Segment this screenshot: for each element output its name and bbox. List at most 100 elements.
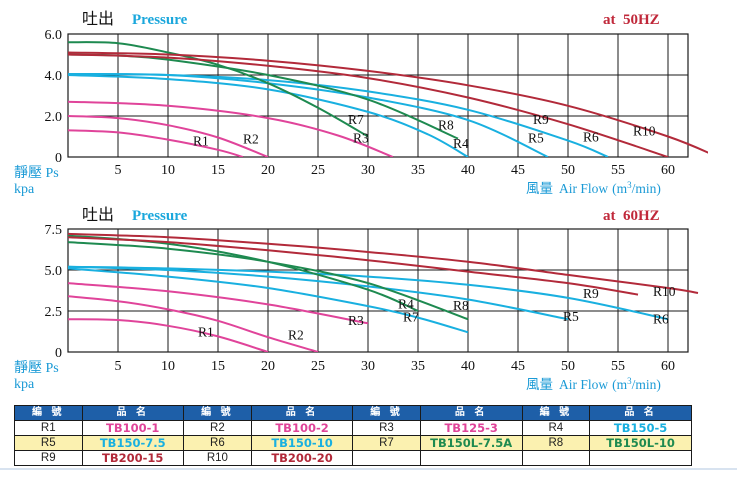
model-name (589, 450, 692, 466)
series-line-r6 (68, 265, 669, 321)
header-cell: 品 名 (419, 405, 523, 421)
chart-title-en: Pressure (132, 208, 188, 224)
bottom-divider (0, 468, 737, 470)
header-cell: 編 號 (14, 405, 83, 421)
model-code (352, 450, 421, 466)
series-line-r10 (68, 51, 708, 154)
chart-curves (68, 41, 708, 157)
series-line-r7 (68, 41, 369, 138)
series-line-r4 (68, 267, 469, 334)
curve-label-r5: R5 (528, 131, 544, 146)
series-line-r1 (68, 318, 269, 352)
x-tick-label: 15 (211, 359, 225, 374)
x-tick-label: 50 (561, 163, 575, 178)
model-name: TB125-3 (419, 420, 523, 436)
model-name: TB150-7.5 (81, 435, 184, 451)
curve-label-r9: R9 (583, 286, 599, 301)
y-axis-label-cn: 靜壓 Ps (14, 360, 59, 376)
x-tick-label: 30 (361, 359, 375, 374)
curve-labels: R1 R2 R3 R4 R5 R6 R7 R8 R9 R10 (198, 284, 676, 342)
chart-title-cn: 吐出 (82, 10, 114, 28)
y-axis-label-cn: 靜壓 Ps (14, 165, 59, 181)
chart-freq-label: at 60HZ (603, 208, 660, 224)
table-header-row: 編 號 品 名 編 號 品 名 編 號 品 名 編 號 品 名 (14, 405, 692, 421)
x-tick-label: 35 (411, 359, 425, 374)
model-code: R1 (14, 420, 83, 436)
table-row: R5 TB150-7.5 R6 TB150-10 R7 TB150L-7.5A … (14, 435, 692, 451)
model-name: TB100-2 (250, 420, 354, 436)
axis-ticks: 5 10 15 20 25 30 35 40 45 50 55 60 7.5 5.0 2.5 0 (45, 223, 676, 374)
y-axis-unit: kpa (14, 377, 35, 392)
charts-canvas: 吐出 Pressure at 50HZ 5 10 15 20 25 30 35 40 45 50 5… (14, 10, 708, 392)
curve-label-r2: R2 (288, 328, 304, 343)
series-line-r3 (68, 100, 394, 157)
model-code: R10 (182, 450, 252, 466)
series-line-r4 (68, 74, 469, 157)
series-line-r2 (68, 295, 319, 352)
header-cell: 編 號 (352, 405, 421, 421)
chart-50hz: 吐出 Pressure at 50HZ 5 10 15 20 25 30 35 40 45 50 5… (14, 10, 708, 197)
series-line-r10 (68, 232, 699, 294)
x-tick-label: 40 (461, 163, 475, 178)
curve-label-r8: R8 (453, 298, 469, 313)
x-tick-label: 5 (115, 163, 122, 178)
model-name: TB100-1 (81, 420, 184, 436)
series-line-r9 (68, 236, 639, 296)
y-tick-label: 0 (55, 151, 62, 166)
x-tick-label: 60 (661, 163, 675, 178)
model-name: TB150L-10 (589, 435, 692, 451)
curve-label-r9: R9 (533, 112, 549, 127)
x-tick-label: 50 (561, 359, 575, 374)
curve-label-r5: R5 (563, 309, 579, 324)
y-tick-label: 7.5 (45, 223, 63, 238)
header-cell: 品 名 (589, 405, 692, 421)
header-cell: 編 號 (182, 405, 252, 421)
y-tick-label: 0 (55, 346, 62, 361)
curve-label-r3: R3 (348, 313, 364, 328)
x-tick-label: 25 (311, 163, 325, 178)
curve-label-r4: R4 (398, 297, 414, 312)
x-tick-label: 55 (611, 359, 625, 374)
x-tick-label: 10 (161, 359, 175, 374)
series-line-r8 (68, 241, 469, 321)
x-tick-label: 20 (261, 163, 275, 178)
model-code: R5 (14, 435, 83, 451)
series-line-r1 (68, 129, 244, 157)
y-axis-unit: kpa (14, 182, 35, 197)
series-line-r3 (68, 282, 369, 325)
model-name: TB150-5 (589, 420, 692, 436)
model-code: R8 (521, 435, 591, 451)
x-tick-label: 45 (511, 163, 525, 178)
x-tick-label: 5 (115, 359, 122, 374)
chart-curves (68, 232, 699, 352)
x-tick-label: 45 (511, 359, 525, 374)
model-name (419, 450, 523, 466)
y-tick-label: 6.0 (45, 28, 63, 43)
curve-label-r2: R2 (243, 132, 259, 147)
y-tick-label: 5.0 (45, 264, 63, 279)
curve-label-r6: R6 (653, 311, 669, 326)
x-tick-label: 15 (211, 163, 225, 178)
model-name: TB200-20 (250, 450, 354, 466)
plot-frame (67, 33, 689, 158)
model-code: R9 (14, 450, 83, 466)
header-cell: 品 名 (81, 405, 184, 421)
curve-label-r3: R3 (353, 131, 369, 146)
x-tick-label: 55 (611, 163, 625, 178)
model-code: R7 (352, 435, 421, 451)
x-tick-label: 35 (411, 163, 425, 178)
curve-label-r1: R1 (193, 134, 209, 149)
x-tick-label: 60 (661, 359, 675, 374)
x-tick-label: 40 (461, 359, 475, 374)
model-legend-table: 編 號 品 名 編 號 品 名 編 號 品 名 編 號 品 名 R1 TB100… (14, 405, 692, 466)
y-tick-label: 2.0 (45, 110, 63, 125)
chart-60hz: 吐出 Pressure at 60HZ 5 10 15 20 25 30 35 40 45 50 5… (14, 206, 699, 392)
curve-label-r10: R10 (633, 123, 656, 138)
model-code: R2 (182, 420, 252, 436)
curve-label-r6: R6 (583, 130, 599, 145)
curve-label-r1: R1 (198, 324, 214, 339)
axis-ticks: 5 10 15 20 25 30 35 40 45 50 55 60 6.0 4.0 2.0 0 (45, 28, 676, 178)
x-tick-label: 25 (311, 359, 325, 374)
model-name: TB200-15 (81, 450, 184, 466)
chart-freq-label: at 50HZ (603, 12, 660, 28)
